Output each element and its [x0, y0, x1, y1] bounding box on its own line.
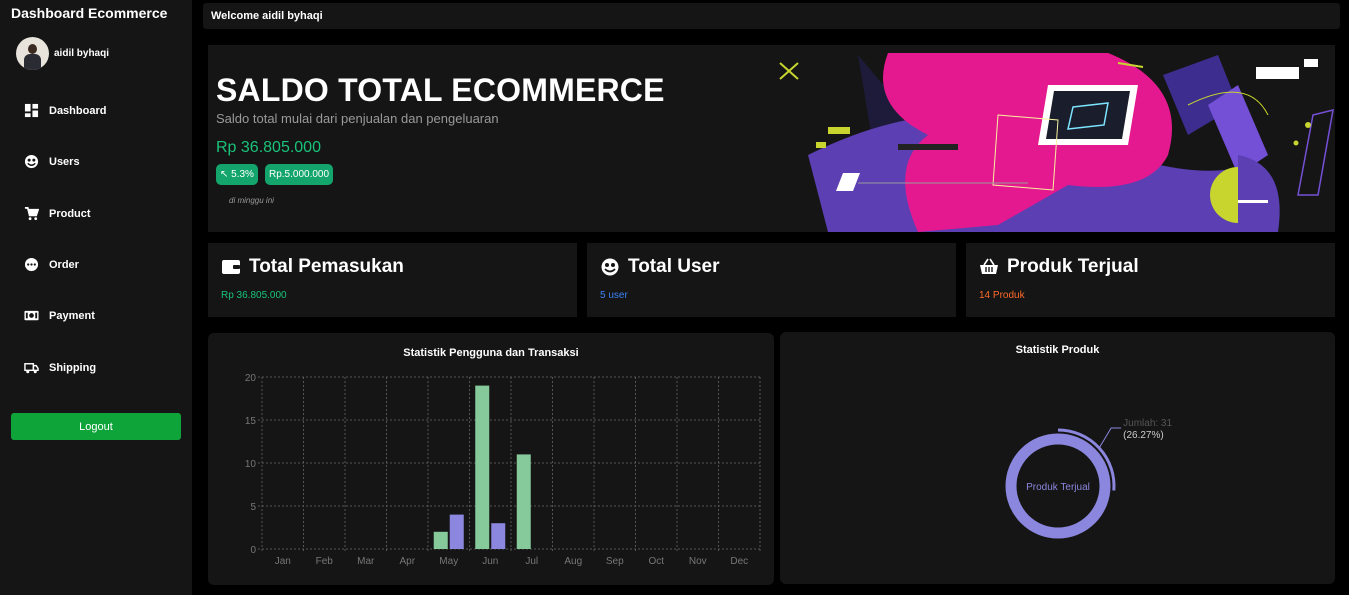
annotation-leader: [1098, 427, 1122, 449]
logout-button[interactable]: Logout: [11, 413, 181, 440]
sidebar-item-dashboard[interactable]: Dashboard: [24, 103, 106, 118]
x-tick-label: Nov: [689, 556, 707, 567]
welcome-text: Welcome aidil byhaqi: [211, 10, 323, 22]
period-text: di minggu ini: [229, 196, 274, 205]
users-title: Total User: [628, 256, 720, 277]
hero-illustration: [768, 45, 1335, 232]
chart-title: Statistik Produk: [1015, 344, 1100, 356]
income-title: Total Pemasukan: [249, 256, 404, 277]
chart-title: Statistik Pengguna dan Transaksi: [403, 347, 579, 359]
y-tick-label: 20: [245, 373, 257, 384]
y-tick-label: 0: [250, 545, 256, 556]
brand-title: Dashboard Ecommerce: [11, 5, 168, 21]
sidebar-item-label: Payment: [49, 309, 95, 322]
sidebar-item-product[interactable]: Product: [24, 206, 91, 221]
center-label: Produk Terjual: [1026, 482, 1090, 493]
sold-title: Produk Terjual: [1007, 256, 1139, 277]
sidebar-item-label: Product: [49, 207, 91, 220]
sidebar-item-order[interactable]: Order: [24, 257, 79, 272]
dashboard-icon: [24, 103, 39, 118]
hero-amount: Rp 36.805.000: [216, 139, 321, 156]
product-chart-panel: Statistik Produk Jumlah: 31 (26.27%) Produ…: [780, 332, 1335, 584]
sidebar: Dashboard Ecommerce aidil byhaqi Dashboa…: [0, 0, 192, 595]
sidebar-item-label: Order: [49, 258, 79, 271]
bar: [491, 523, 506, 549]
user-profile[interactable]: aidil byhaqi: [16, 37, 109, 70]
pie-highlight-arc: [1057, 428, 1116, 491]
users-icon: [24, 154, 39, 169]
sidebar-item-label: Dashboard: [49, 104, 107, 117]
basket-icon: [980, 258, 998, 274]
donut-chart: Jumlah: 31(26.27%) Produk Terjual: [1005, 418, 1173, 539]
x-tick-label: Feb: [316, 556, 334, 567]
y-tick-label: 5: [250, 502, 256, 513]
bar: [516, 454, 531, 549]
cart-icon: [24, 207, 39, 221]
y-tick-label: 10: [245, 459, 257, 470]
bar: [449, 514, 464, 549]
bar: [475, 385, 490, 549]
x-tick-label: Aug: [564, 556, 582, 567]
income-card: Total Pemasukan Rp 36.805.000: [208, 243, 577, 317]
sidebar-item-payment[interactable]: Payment: [24, 308, 95, 323]
user-name: aidil byhaqi: [54, 48, 110, 59]
x-tick-label: Jul: [525, 556, 538, 567]
sidebar-item-shipping[interactable]: Shipping: [24, 360, 96, 375]
x-tick-label: Dec: [730, 556, 748, 567]
x-tick-label: Jun: [482, 556, 498, 567]
hero-subtitle: Saldo total mulai dari penjualan dan pen…: [216, 111, 499, 126]
user-transaction-chart-panel: Statistik Pengguna dan Transaksi 0 5 10 15 2…: [208, 333, 774, 585]
order-icon: [24, 257, 39, 272]
users-value: 5 user: [600, 290, 628, 301]
bar: [433, 531, 448, 549]
x-tick-label: Mar: [357, 556, 375, 567]
sidebar-item-label: Users: [49, 155, 80, 168]
x-tick-label: Apr: [399, 556, 415, 567]
growth-badge: ↖ 5.3%: [216, 164, 258, 185]
balance-hero: SALDO TOTAL ECOMMERCE Saldo total mulai …: [208, 45, 1335, 232]
x-tick-label: Jan: [275, 556, 291, 567]
y-tick-label: 15: [245, 416, 257, 427]
payment-icon: [24, 310, 39, 321]
pie-slice: [1005, 433, 1111, 539]
sold-value: 14 Produk: [979, 290, 1025, 301]
truck-icon: [24, 363, 39, 374]
x-tick-label: Oct: [648, 556, 664, 567]
x-tick-label: Sep: [606, 556, 624, 567]
sold-card: Produk Terjual 14 Produk: [966, 243, 1335, 317]
amount-badge: Rp.5.000.000: [265, 164, 334, 185]
annotation-value: Jumlah: 31: [1123, 418, 1172, 429]
avatar: [16, 37, 49, 70]
income-value: Rp 36.805.000: [221, 290, 287, 301]
wallet-icon: [222, 260, 240, 274]
hero-title: SALDO TOTAL ECOMMERCE: [216, 72, 665, 108]
sidebar-item-label: Shipping: [49, 361, 97, 374]
x-tick-label: May: [439, 556, 458, 567]
users-icon: [601, 258, 619, 276]
annotation-percent: (26.27%): [1123, 430, 1164, 441]
users-card: Total User 5 user: [587, 243, 956, 317]
bar-chart: 0 5 10 15 20 Jan Feb Mar Apr May Jun Jul Aug Sep Oct No…: [245, 373, 761, 567]
top-bar: Welcome aidil byhaqi: [203, 3, 1340, 29]
sidebar-item-users[interactable]: Users: [24, 154, 80, 169]
